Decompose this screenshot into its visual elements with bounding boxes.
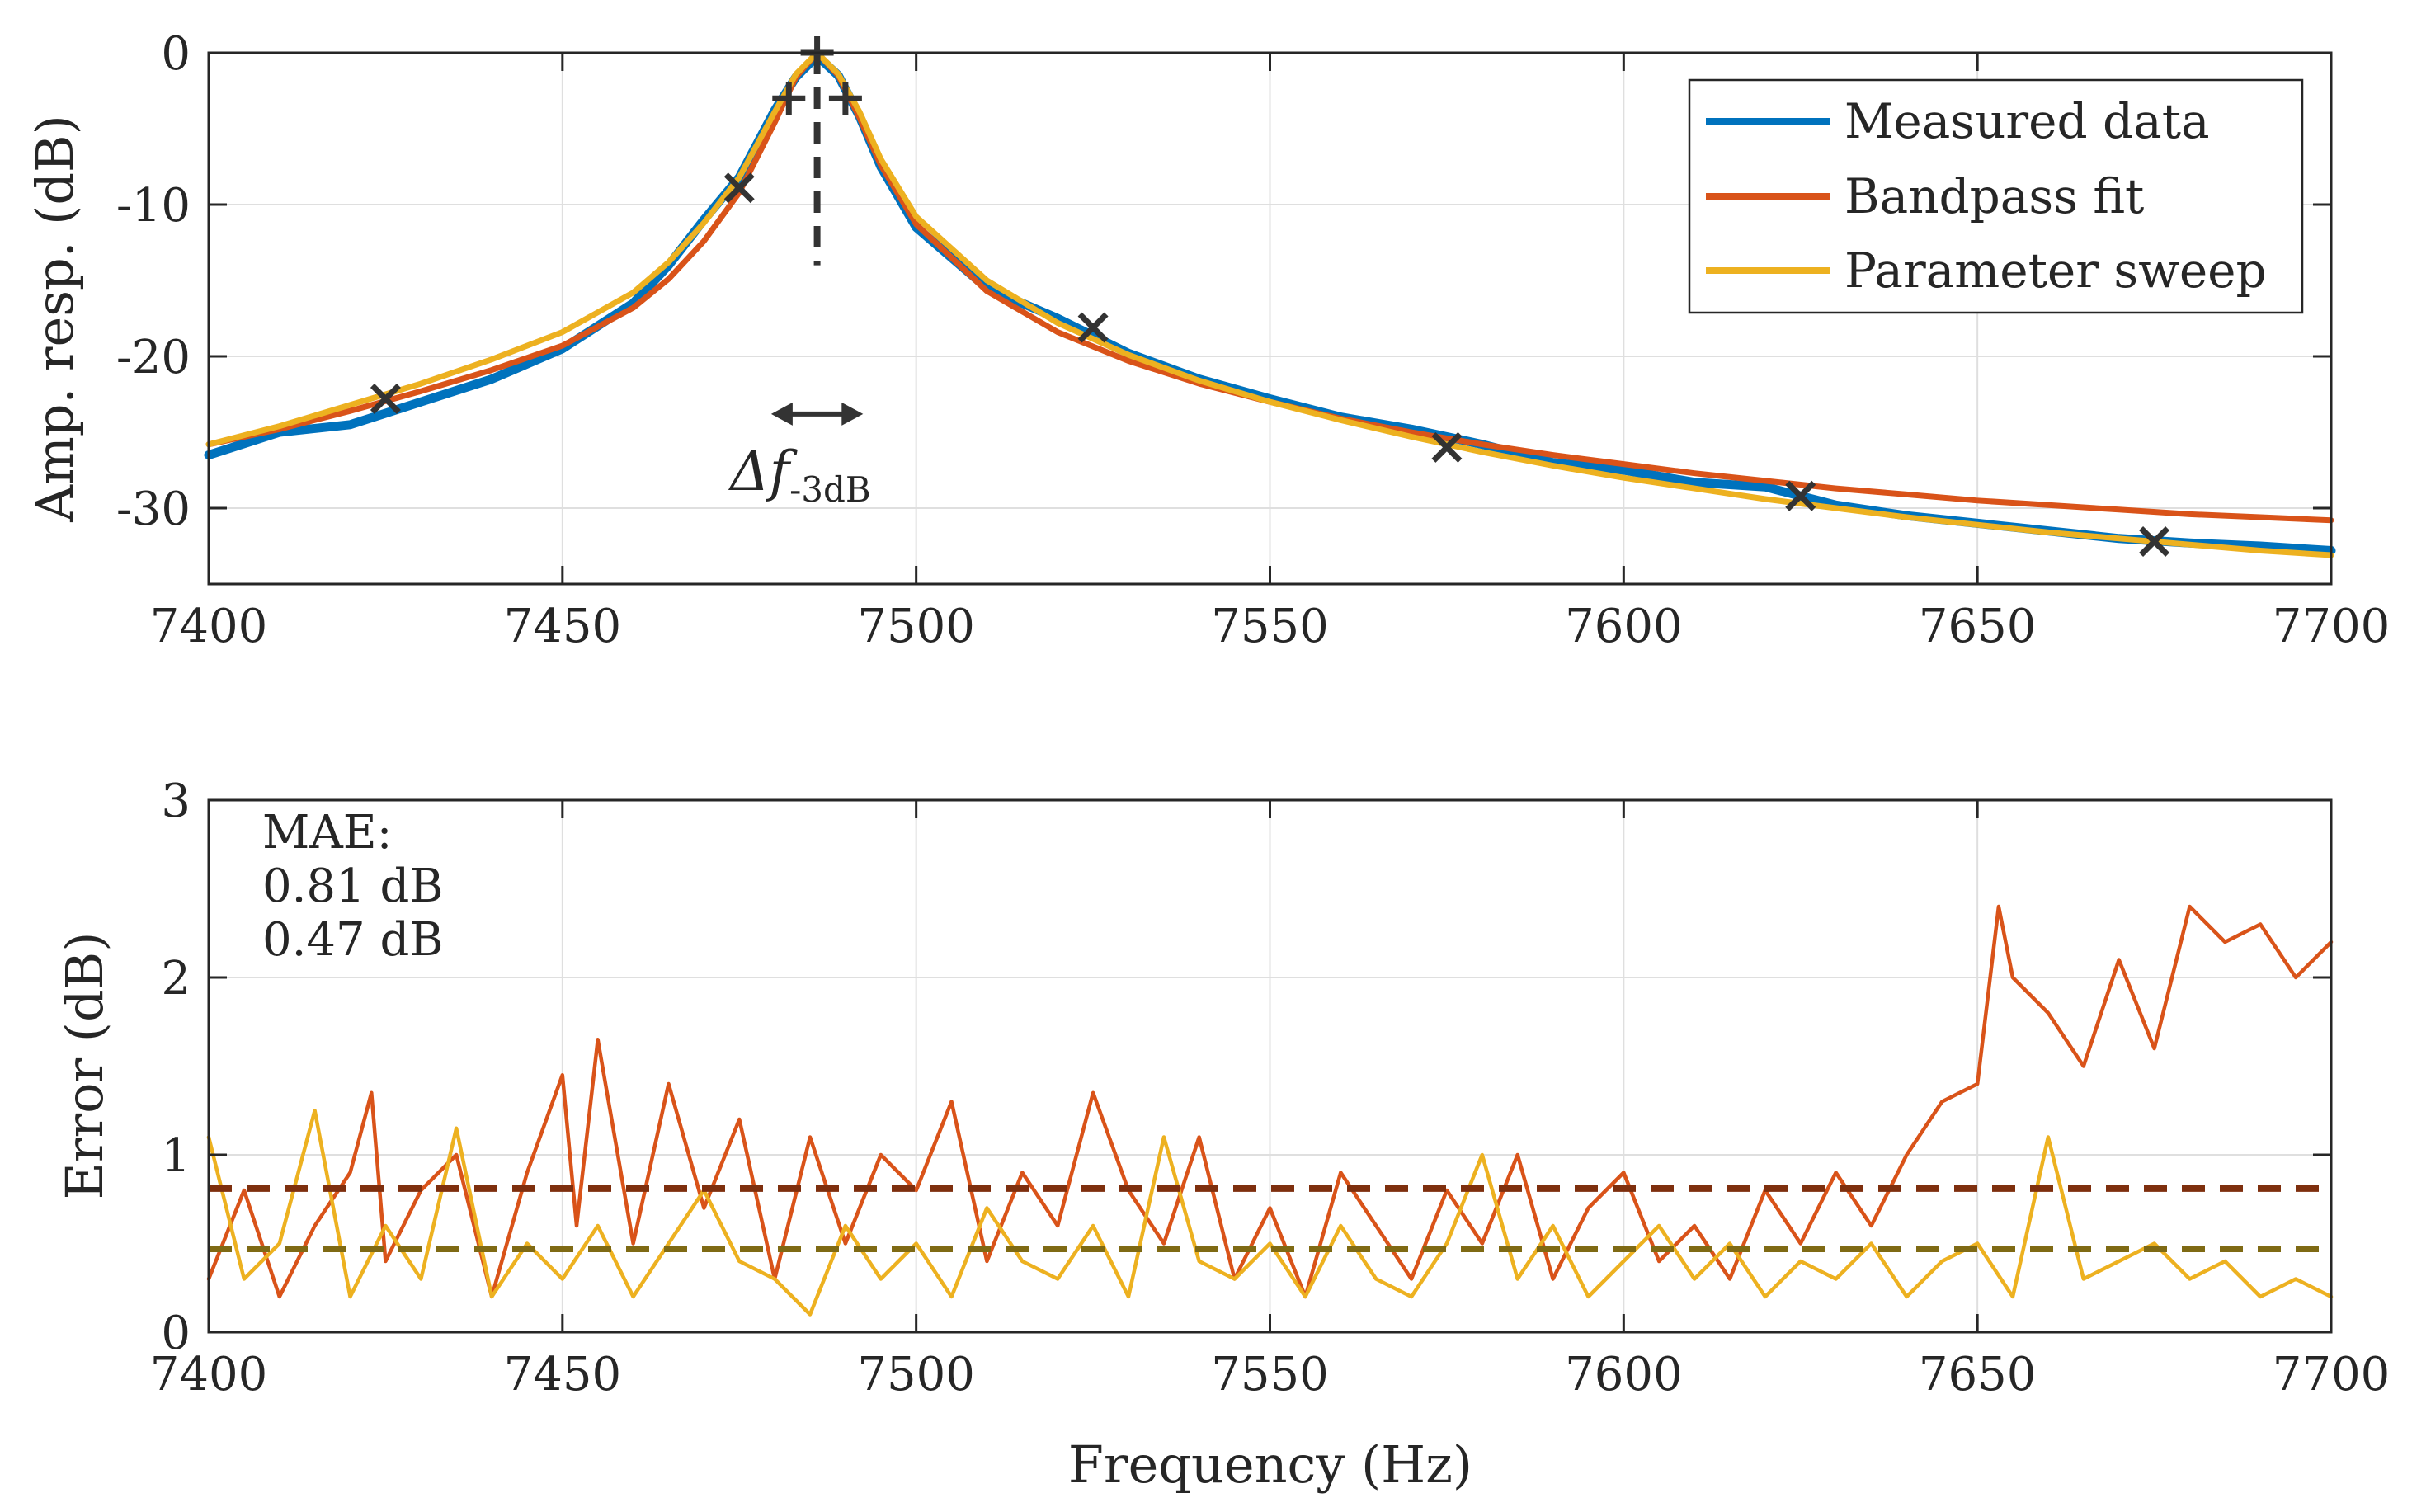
sample-point-marker xyxy=(1431,431,1463,463)
bottom-y-tick-label: 0 xyxy=(161,1307,191,1360)
bottom-y-tick-label: 1 xyxy=(161,1129,191,1183)
top-x-tick-label: 7400 xyxy=(150,600,268,653)
bottom-x-tick-label: 7550 xyxy=(1211,1348,1329,1401)
delta-f-sub: -3dB xyxy=(789,469,871,510)
bandwidth-arrow-head-right xyxy=(841,402,864,426)
amplitude-response-plot: 7400 7450 7500 7550 7600 7650 7700 0 -10 -20 -30 A… xyxy=(25,27,2390,653)
top-x-tick-label: 7500 xyxy=(857,600,975,653)
mae-bandpass-value: 0.81 dB xyxy=(262,860,444,913)
sample-point-marker xyxy=(723,172,755,204)
top-x-tick-label: 7450 xyxy=(504,600,622,653)
bottom-series-group xyxy=(206,904,2334,1317)
minus-3db-marker xyxy=(772,82,806,115)
top-annotations xyxy=(770,53,864,426)
sample-point-marker xyxy=(1785,480,1816,511)
top-x-tick-label: 7550 xyxy=(1211,600,1329,653)
top-y-tick-label: -30 xyxy=(116,483,191,536)
bottom-y-tick-label: 2 xyxy=(161,952,191,1006)
bottom-x-tick-label: 7700 xyxy=(2273,1348,2391,1401)
sample-point-stroke-b xyxy=(2139,526,2170,557)
top-series-group xyxy=(204,36,2336,558)
series-sweep-error-line xyxy=(206,1109,2334,1317)
bottom-x-tick-label: 7500 xyxy=(857,1348,975,1401)
sample-point-stroke-b xyxy=(1431,431,1463,463)
top-y-tick-label: -20 xyxy=(116,331,191,384)
sample-point-stroke-b xyxy=(370,384,401,414)
bottom-y-axis-label: Error (dB) xyxy=(54,932,115,1200)
bottom-x-tick-label: 7450 xyxy=(504,1348,622,1401)
sample-point-marker xyxy=(1077,312,1109,343)
error-plot: 7400 7450 7500 7550 7600 7650 7700 0 1 2 3 Error (… xyxy=(54,775,2390,1495)
bottom-tick-labels: 7400 7450 7500 7550 7600 7650 7700 0 1 2 3 xyxy=(150,775,2391,1401)
series-bandpass-line xyxy=(205,49,2334,524)
top-ticks xyxy=(207,51,2333,584)
sample-point-stroke-b xyxy=(1077,312,1109,343)
legend-label-sweep: Parameter sweep xyxy=(1844,243,2267,299)
bottom-ticks xyxy=(207,798,2333,1334)
legend-label-bandpass: Bandpass fit xyxy=(1844,168,2144,224)
bottom-x-tick-label: 7400 xyxy=(150,1348,268,1401)
sample-point-stroke-b xyxy=(1785,480,1816,511)
series-bandpass-error-line xyxy=(206,904,2334,1299)
top-x-tick-label: 7700 xyxy=(2273,600,2391,653)
bottom-x-tick-label: 7650 xyxy=(1919,1348,2037,1401)
sample-point-marker xyxy=(370,384,401,414)
bandwidth-arrow-head-left xyxy=(770,402,793,426)
mae-title: MAE: xyxy=(262,806,393,860)
top-y-tick-label: 0 xyxy=(161,27,191,81)
top-x-tick-label: 7650 xyxy=(1919,600,2037,653)
top-y-axis-label: Amp. resp. (dB) xyxy=(25,115,85,523)
x-axis-label: Frequency (Hz) xyxy=(1068,1434,1472,1495)
legend-label-measured: Measured data xyxy=(1844,93,2210,149)
sample-point-marker xyxy=(2139,526,2170,557)
sample-point-stroke-b xyxy=(723,172,755,204)
bottom-y-tick-label: 3 xyxy=(161,775,191,828)
mae-sweep-value: 0.47 dB xyxy=(262,913,444,967)
legend: Measured data Bandpass fit Parameter swe… xyxy=(1688,78,2304,314)
series-sweep-line xyxy=(205,49,2334,558)
delta-f-label: Δf-3dB xyxy=(728,440,871,510)
bottom-x-tick-label: 7600 xyxy=(1565,1348,1683,1401)
minus-3db-marker xyxy=(828,82,862,115)
top-x-tick-label: 7600 xyxy=(1565,600,1683,653)
top-y-tick-label: -10 xyxy=(116,179,191,233)
delta-f-main: Δf xyxy=(728,440,799,503)
top-tick-labels: 7400 7450 7500 7550 7600 7650 7700 0 -10 -20 -30 xyxy=(116,27,2390,653)
